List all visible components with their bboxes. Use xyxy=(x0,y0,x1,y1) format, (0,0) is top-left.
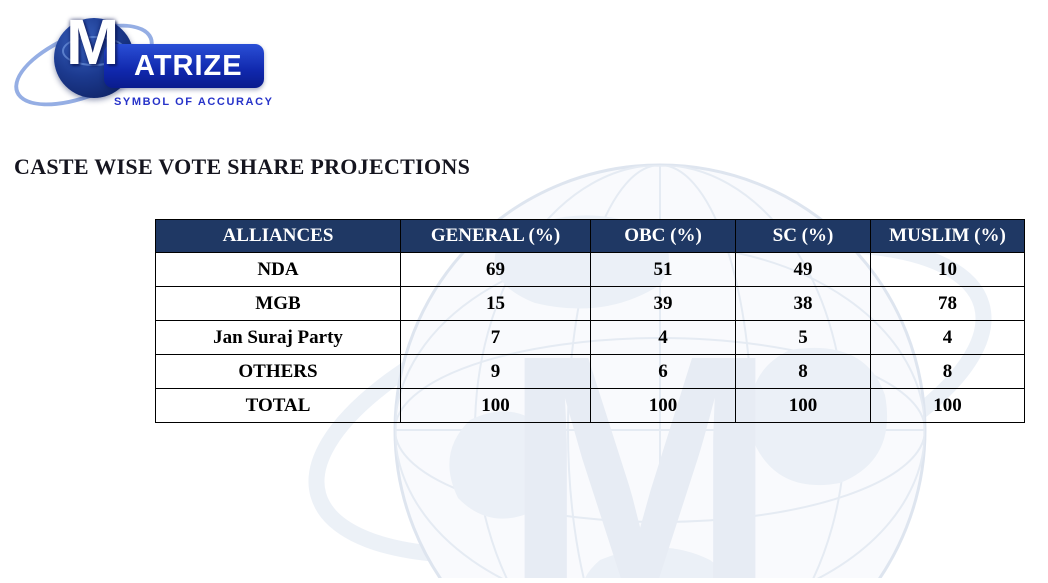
table-cell: 9 xyxy=(400,354,591,389)
table-cell: 38 xyxy=(735,286,871,321)
table-cell: 39 xyxy=(590,286,736,321)
alliance-cell: NDA xyxy=(155,252,401,287)
logo-brand-pill: ATRIZE xyxy=(104,44,264,88)
table-row: NDA 69 51 49 10 xyxy=(155,252,1025,287)
vote-share-table: ALLIANCES GENERAL (%) OBC (%) SC (%) MUS… xyxy=(155,219,1025,423)
table-cell: 15 xyxy=(400,286,591,321)
table-header-cell: OBC (%) xyxy=(590,219,736,253)
table-cell: 100 xyxy=(400,388,591,423)
table-cell: 10 xyxy=(870,252,1025,287)
matrize-logo: ATRIZE M SYMBOL OF ACCURACY xyxy=(3,6,278,124)
table-cell: 6 xyxy=(590,354,736,389)
table-cell: 100 xyxy=(870,388,1025,423)
alliance-cell: OTHERS xyxy=(155,354,401,389)
table-row: Jan Suraj Party 7 4 5 4 xyxy=(155,320,1025,355)
table-cell: 69 xyxy=(400,252,591,287)
table-header-cell: SC (%) xyxy=(735,219,871,253)
table-cell: 5 xyxy=(735,320,871,355)
table-cell: 4 xyxy=(590,320,736,355)
table-cell: 49 xyxy=(735,252,871,287)
logo-tagline: SYMBOL OF ACCURACY xyxy=(114,96,274,108)
table-header-cell: GENERAL (%) xyxy=(400,219,591,253)
table-cell: 100 xyxy=(735,388,871,423)
alliance-cell: TOTAL xyxy=(155,388,401,423)
brand-text: ATRIZE xyxy=(134,49,243,82)
table-row: OTHERS 9 6 8 8 xyxy=(155,354,1025,389)
alliance-cell: Jan Suraj Party xyxy=(155,320,401,355)
vote-share-table-container: ALLIANCES GENERAL (%) OBC (%) SC (%) MUS… xyxy=(155,219,1025,423)
alliance-cell: MGB xyxy=(155,286,401,321)
table-cell: 100 xyxy=(590,388,736,423)
table-cell: 8 xyxy=(870,354,1025,389)
table-cell: 78 xyxy=(870,286,1025,321)
table-cell: 4 xyxy=(870,320,1025,355)
table-header-row: ALLIANCES GENERAL (%) OBC (%) SC (%) MUS… xyxy=(155,219,1025,253)
table-row: MGB 15 39 38 78 xyxy=(155,286,1025,321)
table-cell: 51 xyxy=(590,252,736,287)
table-cell: 8 xyxy=(735,354,871,389)
table-header-cell: MUSLIM (%) xyxy=(870,219,1025,253)
table-row: TOTAL 100 100 100 100 xyxy=(155,388,1025,423)
table-cell: 7 xyxy=(400,320,591,355)
page-title: CASTE WISE VOTE SHARE PROJECTIONS xyxy=(14,154,471,179)
brand-m-letter: M xyxy=(66,6,120,78)
table-header-cell: ALLIANCES xyxy=(155,219,401,253)
